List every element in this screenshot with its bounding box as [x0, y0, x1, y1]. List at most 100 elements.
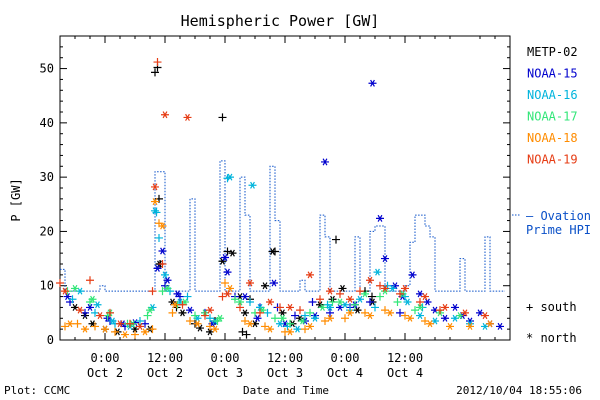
metp-02-north-marker	[196, 324, 204, 332]
noaa-18-north-marker	[101, 325, 109, 333]
noaa-16-south-marker	[136, 317, 144, 325]
noaa-18-north-marker	[226, 284, 234, 292]
noaa-18-north-marker	[426, 320, 434, 328]
noaa-15-north-marker	[241, 293, 249, 301]
noaa-17-south-marker	[411, 306, 419, 315]
legend-entry-metp-02: METP-02	[527, 45, 578, 59]
noaa-15-north-marker	[368, 79, 377, 87]
y-axis: 0 10 20 30 40 50	[40, 46, 510, 347]
y-tick-label: 40	[40, 116, 54, 130]
noaa-19-north-marker	[116, 320, 124, 328]
noaa-17-south-marker	[351, 300, 359, 309]
noaa-15-north-marker	[163, 276, 172, 284]
legend-ovation-line: Prime HPI	[526, 223, 591, 237]
x-tick-time: 12:00	[267, 351, 303, 365]
metp-02-north-marker	[228, 249, 237, 257]
noaa-17-north-marker	[216, 314, 224, 322]
noaa-18-south-marker	[421, 317, 429, 325]
noaa-19-south-marker	[396, 289, 404, 298]
noaa-19-south-marker	[201, 311, 209, 320]
noaa-16-north-marker	[373, 268, 382, 276]
noaa-18-south-marker	[131, 330, 139, 339]
noaa-18-north-marker	[446, 322, 454, 330]
noaa-19-south-marker	[256, 308, 264, 317]
noaa-15-north-marker	[496, 322, 504, 330]
noaa-19-north-marker	[161, 111, 169, 119]
noaa-16-south-marker	[246, 298, 254, 306]
noaa-18-north-marker	[151, 198, 159, 206]
noaa-16-north-marker	[403, 298, 412, 306]
noaa-19-north-marker	[266, 298, 274, 306]
legend-entry-noaa-18: NOAA-18	[527, 131, 578, 145]
metp-02-north-marker	[241, 309, 249, 317]
noaa-18-north-marker	[326, 314, 334, 322]
noaa-18-south-marker	[241, 317, 249, 325]
x-tick-date: Oct 4	[327, 366, 363, 380]
noaa-19-north-marker	[366, 276, 374, 284]
noaa-19-south-marker	[86, 276, 94, 285]
noaa-19-south-marker	[178, 300, 187, 309]
noaa-16-south-marker	[91, 308, 99, 317]
noaa-18-south-marker	[381, 306, 389, 315]
noaa-15-north-marker	[173, 290, 182, 298]
noaa-15-north-marker	[158, 247, 167, 255]
noaa-18-south-marker	[401, 311, 409, 320]
noaa-19-north-marker	[76, 306, 84, 314]
x-tick-time: 0:00	[91, 351, 120, 365]
noaa-17-north-marker	[416, 303, 424, 311]
noaa-16-north-marker	[226, 173, 234, 181]
noaa-18-north-marker	[158, 222, 167, 230]
metp-02-south-marker	[218, 113, 227, 122]
noaa-17-south-marker	[271, 314, 279, 323]
noaa-15-north-marker	[423, 298, 432, 306]
noaa-19-north-marker	[286, 303, 294, 311]
noaa-17-south-marker	[191, 311, 199, 320]
noaa-17-north-marker	[336, 298, 344, 306]
noaa-18-north-marker	[406, 314, 414, 322]
noaa-17-north-marker	[318, 303, 327, 311]
noaa-15-south-marker	[141, 319, 149, 328]
noaa-19-south-marker	[158, 260, 167, 268]
noaa-19-south-marker	[416, 298, 424, 306]
noaa-19-south-marker	[356, 287, 364, 296]
noaa-19-south-marker	[296, 306, 304, 315]
noaa-15-north-marker	[441, 314, 449, 322]
noaa-18-north-marker	[246, 320, 254, 328]
noaa-18-south-marker	[361, 308, 369, 317]
noaa-18-north-marker	[346, 309, 354, 317]
metp-02-north-marker	[268, 248, 277, 256]
noaa-15-south-marker	[81, 308, 89, 317]
noaa-19-north-marker	[183, 113, 192, 121]
metp-02-north-marker	[353, 306, 362, 314]
ovation-step-path	[60, 160, 505, 292]
noaa-18-north-marker	[306, 322, 314, 330]
noaa-15-south-marker	[326, 308, 334, 317]
noaa-19-south-marker	[56, 279, 64, 287]
noaa-18-north-marker	[466, 322, 474, 330]
noaa-18-north-marker	[171, 301, 179, 309]
y-axis-label: P [GW]	[9, 178, 23, 221]
noaa-18-north-marker	[266, 325, 274, 333]
noaa-18-north-marker	[211, 325, 219, 333]
noaa-15-north-marker	[381, 255, 389, 263]
noaa-19-north-marker	[421, 293, 429, 301]
metp-02-north-marker	[338, 284, 347, 292]
legend-entry-noaa-17: NOAA-17	[527, 110, 578, 124]
metp-02-north-marker	[178, 309, 187, 317]
noaa-18-south-marker	[91, 322, 99, 331]
noaa-16-south-marker	[301, 311, 309, 320]
legend-symbol-south: + south	[526, 300, 577, 314]
noaa-16-north-marker	[416, 312, 424, 320]
noaa-19-south-marker	[106, 308, 114, 317]
noaa-17-north-marker	[278, 314, 287, 322]
noaa-16-north-marker	[276, 320, 284, 328]
noaa-18-north-marker	[486, 320, 494, 328]
noaa-19-south-marker	[376, 281, 384, 290]
noaa-19-south-marker	[153, 58, 162, 67]
noaa-19-north-marker	[346, 295, 354, 303]
noaa-19-north-marker	[246, 279, 254, 287]
y-tick-label: 30	[40, 170, 54, 184]
noaa-19-south-marker	[148, 287, 157, 296]
noaa-18-south-marker	[168, 308, 177, 317]
